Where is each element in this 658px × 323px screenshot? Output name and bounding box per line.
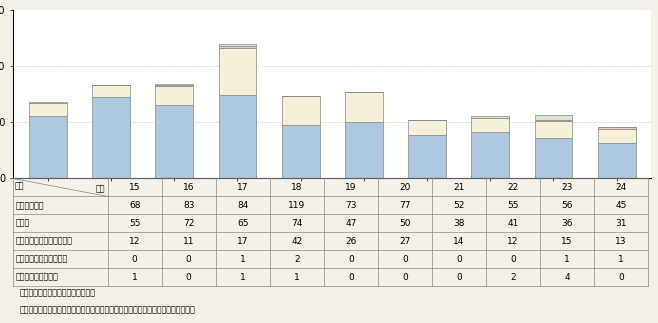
Text: 12: 12 xyxy=(129,237,140,246)
Bar xyxy=(345,122,383,178)
Text: 12: 12 xyxy=(507,237,519,246)
Text: 談合・公契関係競売等妨害: 談合・公契関係競売等妨害 xyxy=(16,237,73,246)
Text: 15: 15 xyxy=(561,237,573,246)
Text: 0: 0 xyxy=(456,273,462,282)
Bar xyxy=(345,91,383,122)
Text: 注１：公職選挙法違反事件を除く。: 注１：公職選挙法違反事件を除く。 xyxy=(20,288,95,297)
Text: 1: 1 xyxy=(619,255,624,264)
Text: 0: 0 xyxy=(186,273,191,282)
Text: 68: 68 xyxy=(129,201,140,210)
Text: 21: 21 xyxy=(453,183,465,192)
Text: 56: 56 xyxy=(561,201,573,210)
Text: 119: 119 xyxy=(288,201,305,210)
Bar xyxy=(534,120,572,121)
Text: 4: 4 xyxy=(565,273,570,282)
Text: 0: 0 xyxy=(186,255,191,264)
Text: 42: 42 xyxy=(291,237,303,246)
Bar xyxy=(597,143,636,178)
Text: 11: 11 xyxy=(183,237,195,246)
Text: 22: 22 xyxy=(507,183,519,192)
Text: 14: 14 xyxy=(453,237,465,246)
Text: あっせん利得処罰法違反: あっせん利得処罰法違反 xyxy=(16,255,68,264)
Text: 1: 1 xyxy=(565,255,570,264)
Bar xyxy=(218,45,257,46)
Text: 65: 65 xyxy=(237,219,249,228)
Text: 0: 0 xyxy=(619,273,624,282)
Text: 19: 19 xyxy=(345,183,357,192)
Bar xyxy=(155,85,193,86)
Text: 0: 0 xyxy=(402,255,408,264)
Text: 1: 1 xyxy=(240,255,245,264)
Text: 41: 41 xyxy=(507,219,519,228)
Bar xyxy=(218,95,257,178)
Bar xyxy=(534,115,572,120)
Text: 区分: 区分 xyxy=(15,182,24,191)
Text: 18: 18 xyxy=(291,183,303,192)
Text: ２：同一の被疑者で同種の余罪がある場合でも、一つの事件として計上した統計: ２：同一の被疑者で同種の余罪がある場合でも、一つの事件として計上した統計 xyxy=(20,305,195,314)
Text: 47: 47 xyxy=(345,219,357,228)
Text: 83: 83 xyxy=(183,201,195,210)
Text: 55: 55 xyxy=(507,201,519,210)
Text: 72: 72 xyxy=(183,219,194,228)
Bar xyxy=(534,138,572,178)
Text: 1: 1 xyxy=(132,273,138,282)
Text: 74: 74 xyxy=(291,219,303,228)
Bar xyxy=(155,86,193,105)
Text: 1: 1 xyxy=(240,273,245,282)
Bar xyxy=(471,132,509,178)
Text: 24: 24 xyxy=(616,183,627,192)
Text: 2: 2 xyxy=(510,273,516,282)
Bar xyxy=(597,129,636,143)
Text: 0: 0 xyxy=(402,273,408,282)
Text: 0: 0 xyxy=(132,255,138,264)
Bar xyxy=(471,116,509,119)
Text: 15: 15 xyxy=(129,183,140,192)
Text: 13: 13 xyxy=(615,237,627,246)
Bar xyxy=(155,105,193,178)
Text: 77: 77 xyxy=(399,201,411,210)
Text: 0: 0 xyxy=(348,255,354,264)
Bar xyxy=(29,116,67,178)
Bar xyxy=(471,119,509,132)
Text: 政治資金規正法違反: 政治資金規正法違反 xyxy=(16,273,59,282)
Text: 27: 27 xyxy=(399,237,411,246)
Text: 45: 45 xyxy=(615,201,627,210)
Bar xyxy=(218,46,257,48)
Text: 31: 31 xyxy=(615,219,627,228)
Bar xyxy=(408,120,446,135)
Text: 17: 17 xyxy=(237,237,249,246)
Bar xyxy=(155,84,193,85)
Bar xyxy=(29,103,67,116)
Text: 1: 1 xyxy=(294,273,299,282)
Bar xyxy=(92,97,130,178)
Text: 0: 0 xyxy=(348,273,354,282)
Bar xyxy=(534,121,572,138)
Text: 55: 55 xyxy=(129,219,140,228)
Bar xyxy=(218,48,257,95)
Text: 16: 16 xyxy=(183,183,195,192)
Bar xyxy=(597,128,636,129)
Bar xyxy=(282,125,320,178)
Text: 2: 2 xyxy=(294,255,299,264)
Bar xyxy=(92,85,130,97)
Bar xyxy=(29,102,67,103)
Text: 38: 38 xyxy=(453,219,465,228)
Text: 52: 52 xyxy=(453,201,465,210)
Bar xyxy=(408,135,446,178)
Text: 73: 73 xyxy=(345,201,357,210)
Bar xyxy=(282,96,320,125)
Text: 17: 17 xyxy=(237,183,249,192)
Text: 26: 26 xyxy=(345,237,357,246)
Text: 合計（事件）: 合計（事件） xyxy=(16,201,44,210)
Text: 36: 36 xyxy=(561,219,573,228)
Text: 50: 50 xyxy=(399,219,411,228)
Text: 年次: 年次 xyxy=(95,184,105,193)
Text: 0: 0 xyxy=(456,255,462,264)
Text: 贈収賧: 贈収賧 xyxy=(16,219,30,228)
Text: 0: 0 xyxy=(510,255,516,264)
Text: 23: 23 xyxy=(561,183,573,192)
Text: 84: 84 xyxy=(237,201,249,210)
Text: 20: 20 xyxy=(399,183,411,192)
